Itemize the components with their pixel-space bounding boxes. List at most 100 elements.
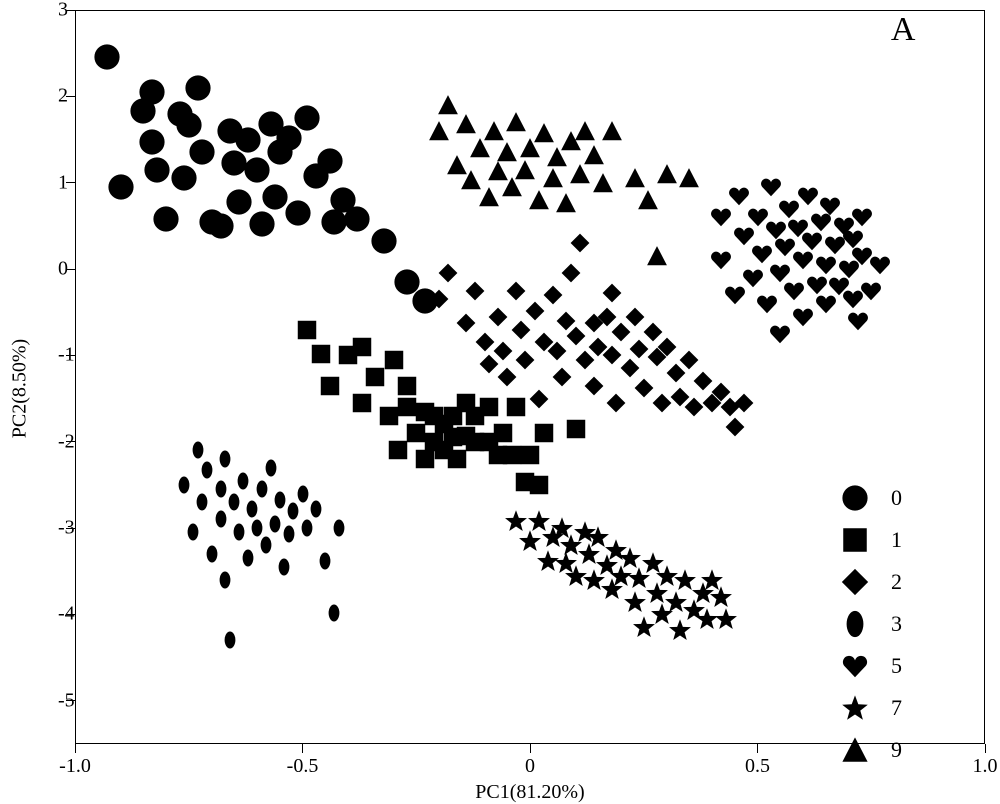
data-point bbox=[307, 500, 325, 518]
data-point bbox=[316, 147, 344, 175]
data-point bbox=[528, 474, 550, 496]
data-point bbox=[280, 525, 298, 543]
data-point bbox=[253, 480, 271, 498]
data-point bbox=[684, 397, 704, 417]
data-point bbox=[751, 242, 774, 265]
data-point bbox=[728, 184, 751, 207]
data-point bbox=[437, 94, 459, 116]
data-point bbox=[234, 126, 262, 154]
data-point bbox=[275, 124, 303, 152]
data-point bbox=[814, 292, 837, 315]
data-point bbox=[814, 253, 837, 276]
data-point bbox=[429, 289, 449, 309]
data-point bbox=[575, 350, 595, 370]
data-point bbox=[501, 176, 523, 198]
data-point bbox=[364, 366, 386, 388]
data-point bbox=[423, 431, 445, 453]
data-point bbox=[271, 491, 289, 509]
data-point bbox=[679, 350, 699, 370]
data-point bbox=[609, 564, 633, 588]
y-tick-label: -2 bbox=[58, 430, 60, 453]
data-point bbox=[337, 344, 359, 366]
data-point bbox=[657, 337, 677, 357]
legend-label: 3 bbox=[891, 611, 902, 637]
legend-label: 5 bbox=[891, 653, 902, 679]
data-point bbox=[496, 141, 518, 163]
data-point bbox=[505, 111, 527, 133]
data-point bbox=[465, 281, 485, 301]
data-point bbox=[652, 393, 672, 413]
data-point bbox=[479, 354, 499, 374]
data-point bbox=[606, 393, 626, 413]
data-point bbox=[810, 210, 833, 233]
data-point bbox=[319, 375, 341, 397]
data-point bbox=[193, 493, 211, 511]
data-point bbox=[600, 577, 624, 601]
data-point bbox=[460, 169, 482, 191]
data-point bbox=[846, 309, 869, 332]
data-point bbox=[851, 206, 874, 229]
data-point bbox=[842, 288, 865, 311]
data-point bbox=[239, 549, 257, 567]
data-point bbox=[515, 350, 535, 370]
data-point bbox=[782, 279, 805, 302]
data-point bbox=[645, 581, 669, 605]
y-axis-title: PC2(8.50%) bbox=[9, 339, 32, 438]
data-point bbox=[203, 545, 221, 563]
data-point bbox=[310, 343, 332, 365]
data-point bbox=[478, 431, 500, 453]
heart-icon bbox=[841, 652, 869, 680]
data-point bbox=[478, 186, 500, 208]
legend-item: 5 bbox=[855, 645, 1000, 687]
data-point bbox=[216, 450, 234, 468]
legend-item: 1 bbox=[855, 519, 1000, 561]
data-point bbox=[370, 227, 398, 255]
data-point bbox=[433, 413, 455, 435]
data-point bbox=[396, 396, 418, 418]
data-point bbox=[170, 164, 198, 192]
data-point bbox=[383, 349, 405, 371]
y-tick-label: 3 bbox=[58, 0, 60, 22]
data-point bbox=[700, 568, 724, 592]
data-point bbox=[493, 341, 513, 361]
data-point bbox=[378, 405, 400, 427]
data-point bbox=[647, 347, 667, 367]
data-point bbox=[175, 111, 203, 139]
star-icon bbox=[841, 694, 869, 722]
data-point bbox=[514, 159, 536, 181]
data-point bbox=[566, 326, 586, 346]
data-point bbox=[504, 509, 528, 533]
data-point bbox=[819, 195, 842, 218]
legend-item: 9 bbox=[855, 729, 1000, 771]
data-point bbox=[682, 598, 706, 622]
data-point bbox=[414, 448, 436, 470]
data-point bbox=[505, 396, 527, 418]
y-tick-label: -1 bbox=[58, 344, 60, 367]
data-point bbox=[602, 345, 622, 365]
data-point bbox=[455, 113, 477, 135]
data-point bbox=[673, 568, 697, 592]
data-point bbox=[464, 431, 486, 453]
data-point bbox=[769, 262, 792, 285]
data-point bbox=[351, 336, 373, 358]
y-tick-label: -4 bbox=[58, 603, 60, 626]
data-point bbox=[773, 236, 796, 259]
data-point bbox=[284, 502, 302, 520]
data-point bbox=[801, 230, 824, 253]
data-point bbox=[710, 249, 733, 272]
data-point bbox=[592, 172, 614, 194]
legend-label: 9 bbox=[891, 737, 902, 763]
data-point bbox=[511, 320, 531, 340]
triangle-icon bbox=[841, 736, 869, 764]
data-point bbox=[248, 519, 266, 537]
data-point bbox=[666, 363, 686, 383]
x-tick-label: -0.5 bbox=[287, 755, 319, 778]
data-point bbox=[842, 227, 865, 250]
data-point bbox=[393, 268, 421, 296]
data-point bbox=[294, 485, 312, 503]
data-point bbox=[138, 128, 166, 156]
x-tick-label: 0.5 bbox=[745, 755, 770, 778]
data-point bbox=[316, 552, 334, 570]
data-point bbox=[787, 217, 810, 240]
data-point bbox=[533, 122, 555, 144]
